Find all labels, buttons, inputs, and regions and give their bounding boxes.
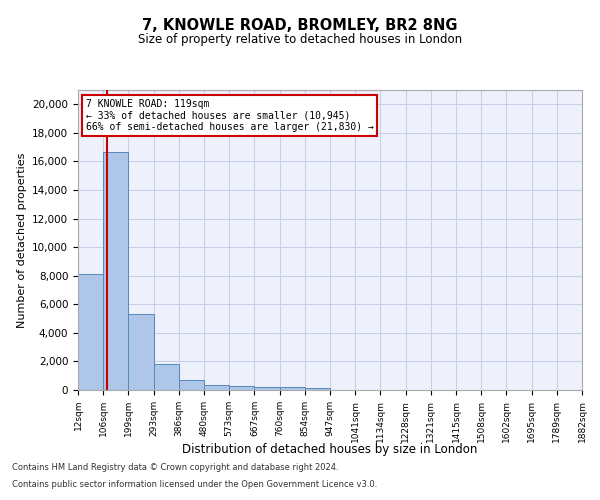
- Text: 7 KNOWLE ROAD: 119sqm
← 33% of detached houses are smaller (10,945)
66% of semi-: 7 KNOWLE ROAD: 119sqm ← 33% of detached …: [86, 99, 373, 132]
- Bar: [204, 384, 229, 390]
- Bar: [78, 274, 103, 390]
- Bar: [154, 364, 179, 390]
- Text: 7, KNOWLE ROAD, BROMLEY, BR2 8NG: 7, KNOWLE ROAD, BROMLEY, BR2 8NG: [142, 18, 458, 32]
- Y-axis label: Number of detached properties: Number of detached properties: [17, 152, 26, 328]
- Text: Contains public sector information licensed under the Open Government Licence v3: Contains public sector information licen…: [12, 480, 377, 489]
- Bar: [280, 388, 305, 390]
- Bar: [179, 380, 204, 390]
- Bar: [229, 386, 254, 390]
- Text: Size of property relative to detached houses in London: Size of property relative to detached ho…: [138, 32, 462, 46]
- Bar: [128, 314, 154, 390]
- Text: Distribution of detached houses by size in London: Distribution of detached houses by size …: [182, 442, 478, 456]
- Text: Contains HM Land Registry data © Crown copyright and database right 2024.: Contains HM Land Registry data © Crown c…: [12, 464, 338, 472]
- Bar: [254, 387, 280, 390]
- Bar: [103, 152, 128, 390]
- Bar: [305, 388, 330, 390]
